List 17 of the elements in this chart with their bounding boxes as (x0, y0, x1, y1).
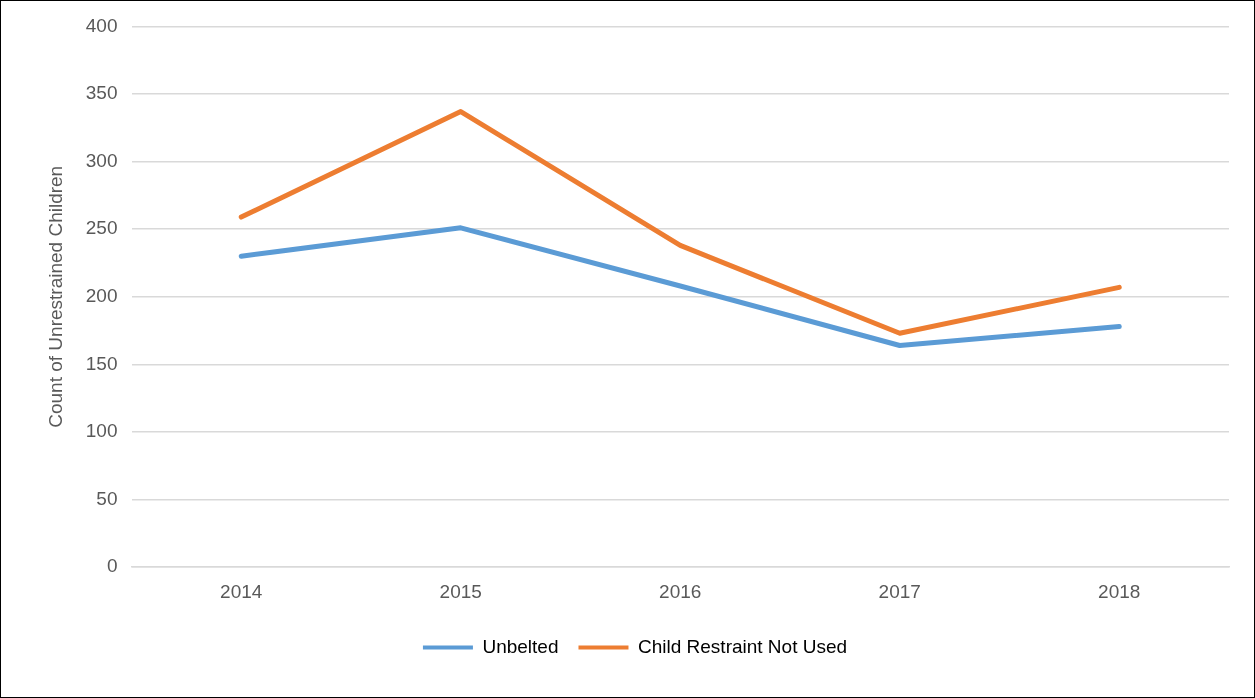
y-tick-label: 250 (85, 217, 118, 239)
y-tick-label: 0 (106, 555, 118, 577)
x-tick-label: 2017 (878, 580, 921, 602)
legend-label: Unbelted (482, 635, 559, 657)
x-tick-label: 2015 (439, 580, 482, 602)
y-tick-label: 150 (85, 352, 118, 374)
y-tick-label: 300 (85, 149, 118, 171)
y-tick-label: 350 (85, 82, 118, 104)
x-tick-label: 2018 (1098, 580, 1141, 602)
x-tick-label: 2014 (220, 580, 263, 602)
y-axis-title: Count of Unrestrained Children (44, 165, 66, 428)
y-tick-label: 50 (96, 487, 118, 509)
legend-label: Child Restraint Not Used (637, 635, 848, 657)
y-tick-label: 400 (85, 14, 118, 36)
y-tick-label: 200 (85, 285, 118, 307)
x-tick-label: 2016 (659, 580, 702, 602)
y-tick-label: 100 (85, 420, 118, 442)
